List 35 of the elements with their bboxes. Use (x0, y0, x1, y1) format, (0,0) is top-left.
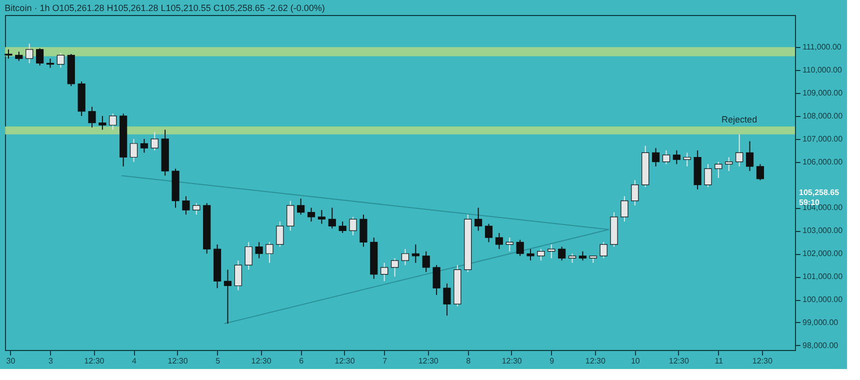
x-tick-label: 11 (714, 356, 724, 366)
x-tick-label: 12:30 (752, 356, 773, 366)
x-tick-label: 10 (630, 356, 640, 366)
x-tick-label: 12:30 (84, 356, 105, 366)
x-tick-label: 12:30 (334, 356, 356, 366)
y-tick-label: 104,000.00 (802, 203, 844, 212)
x-tick-label: 9 (550, 356, 555, 366)
y-tick-label: 101,000.00 (802, 272, 844, 282)
x-tick-label: 7 (382, 356, 388, 366)
y-tick-label: 98,000.00 (802, 340, 839, 350)
y-tick-label: 108,000.00 (802, 111, 844, 120)
x-tick-label: 12:30 (502, 356, 522, 366)
x-tick-label: 5 (216, 356, 221, 366)
y-tick-label: 106,000.00 (802, 157, 844, 166)
y-tick-label: 107,000.00 (802, 134, 844, 144)
x-tick-label: 3 (48, 356, 54, 366)
annotation: Rejected (722, 114, 758, 124)
text: 105,258.65 (799, 188, 840, 197)
x-tick-label: 12:30 (585, 356, 606, 366)
x-tick-label: 12:30 (668, 356, 690, 366)
y-tick-label: 110,000.00 (802, 66, 842, 75)
y-tick-label: 102,000.00 (802, 249, 844, 258)
x-tick-label: 30 (6, 356, 16, 366)
y-tick-label: 109,000.00 (802, 88, 844, 98)
x-tick-label: 12:30 (168, 356, 188, 366)
x-tick-label: 4 (132, 356, 138, 366)
y-tick-label: 100,000.00 (802, 295, 844, 304)
x-tick-label: 12:30 (251, 356, 272, 366)
y-tick-label: 103,000.00 (802, 226, 844, 236)
x-tick-label: 6 (299, 356, 304, 366)
x-tick-label: 8 (466, 356, 472, 366)
chart-title: Bitcoin · 1h O105,261.28 H105,261.28 L105,210.55 C105,258.65 -2.62 (-0.00%) (4, 3, 325, 13)
x-tick-label: 12:30 (418, 356, 439, 366)
y-tick-label: 111,000.00 (802, 42, 842, 52)
y-tick-label: 99,000.00 (802, 318, 839, 327)
